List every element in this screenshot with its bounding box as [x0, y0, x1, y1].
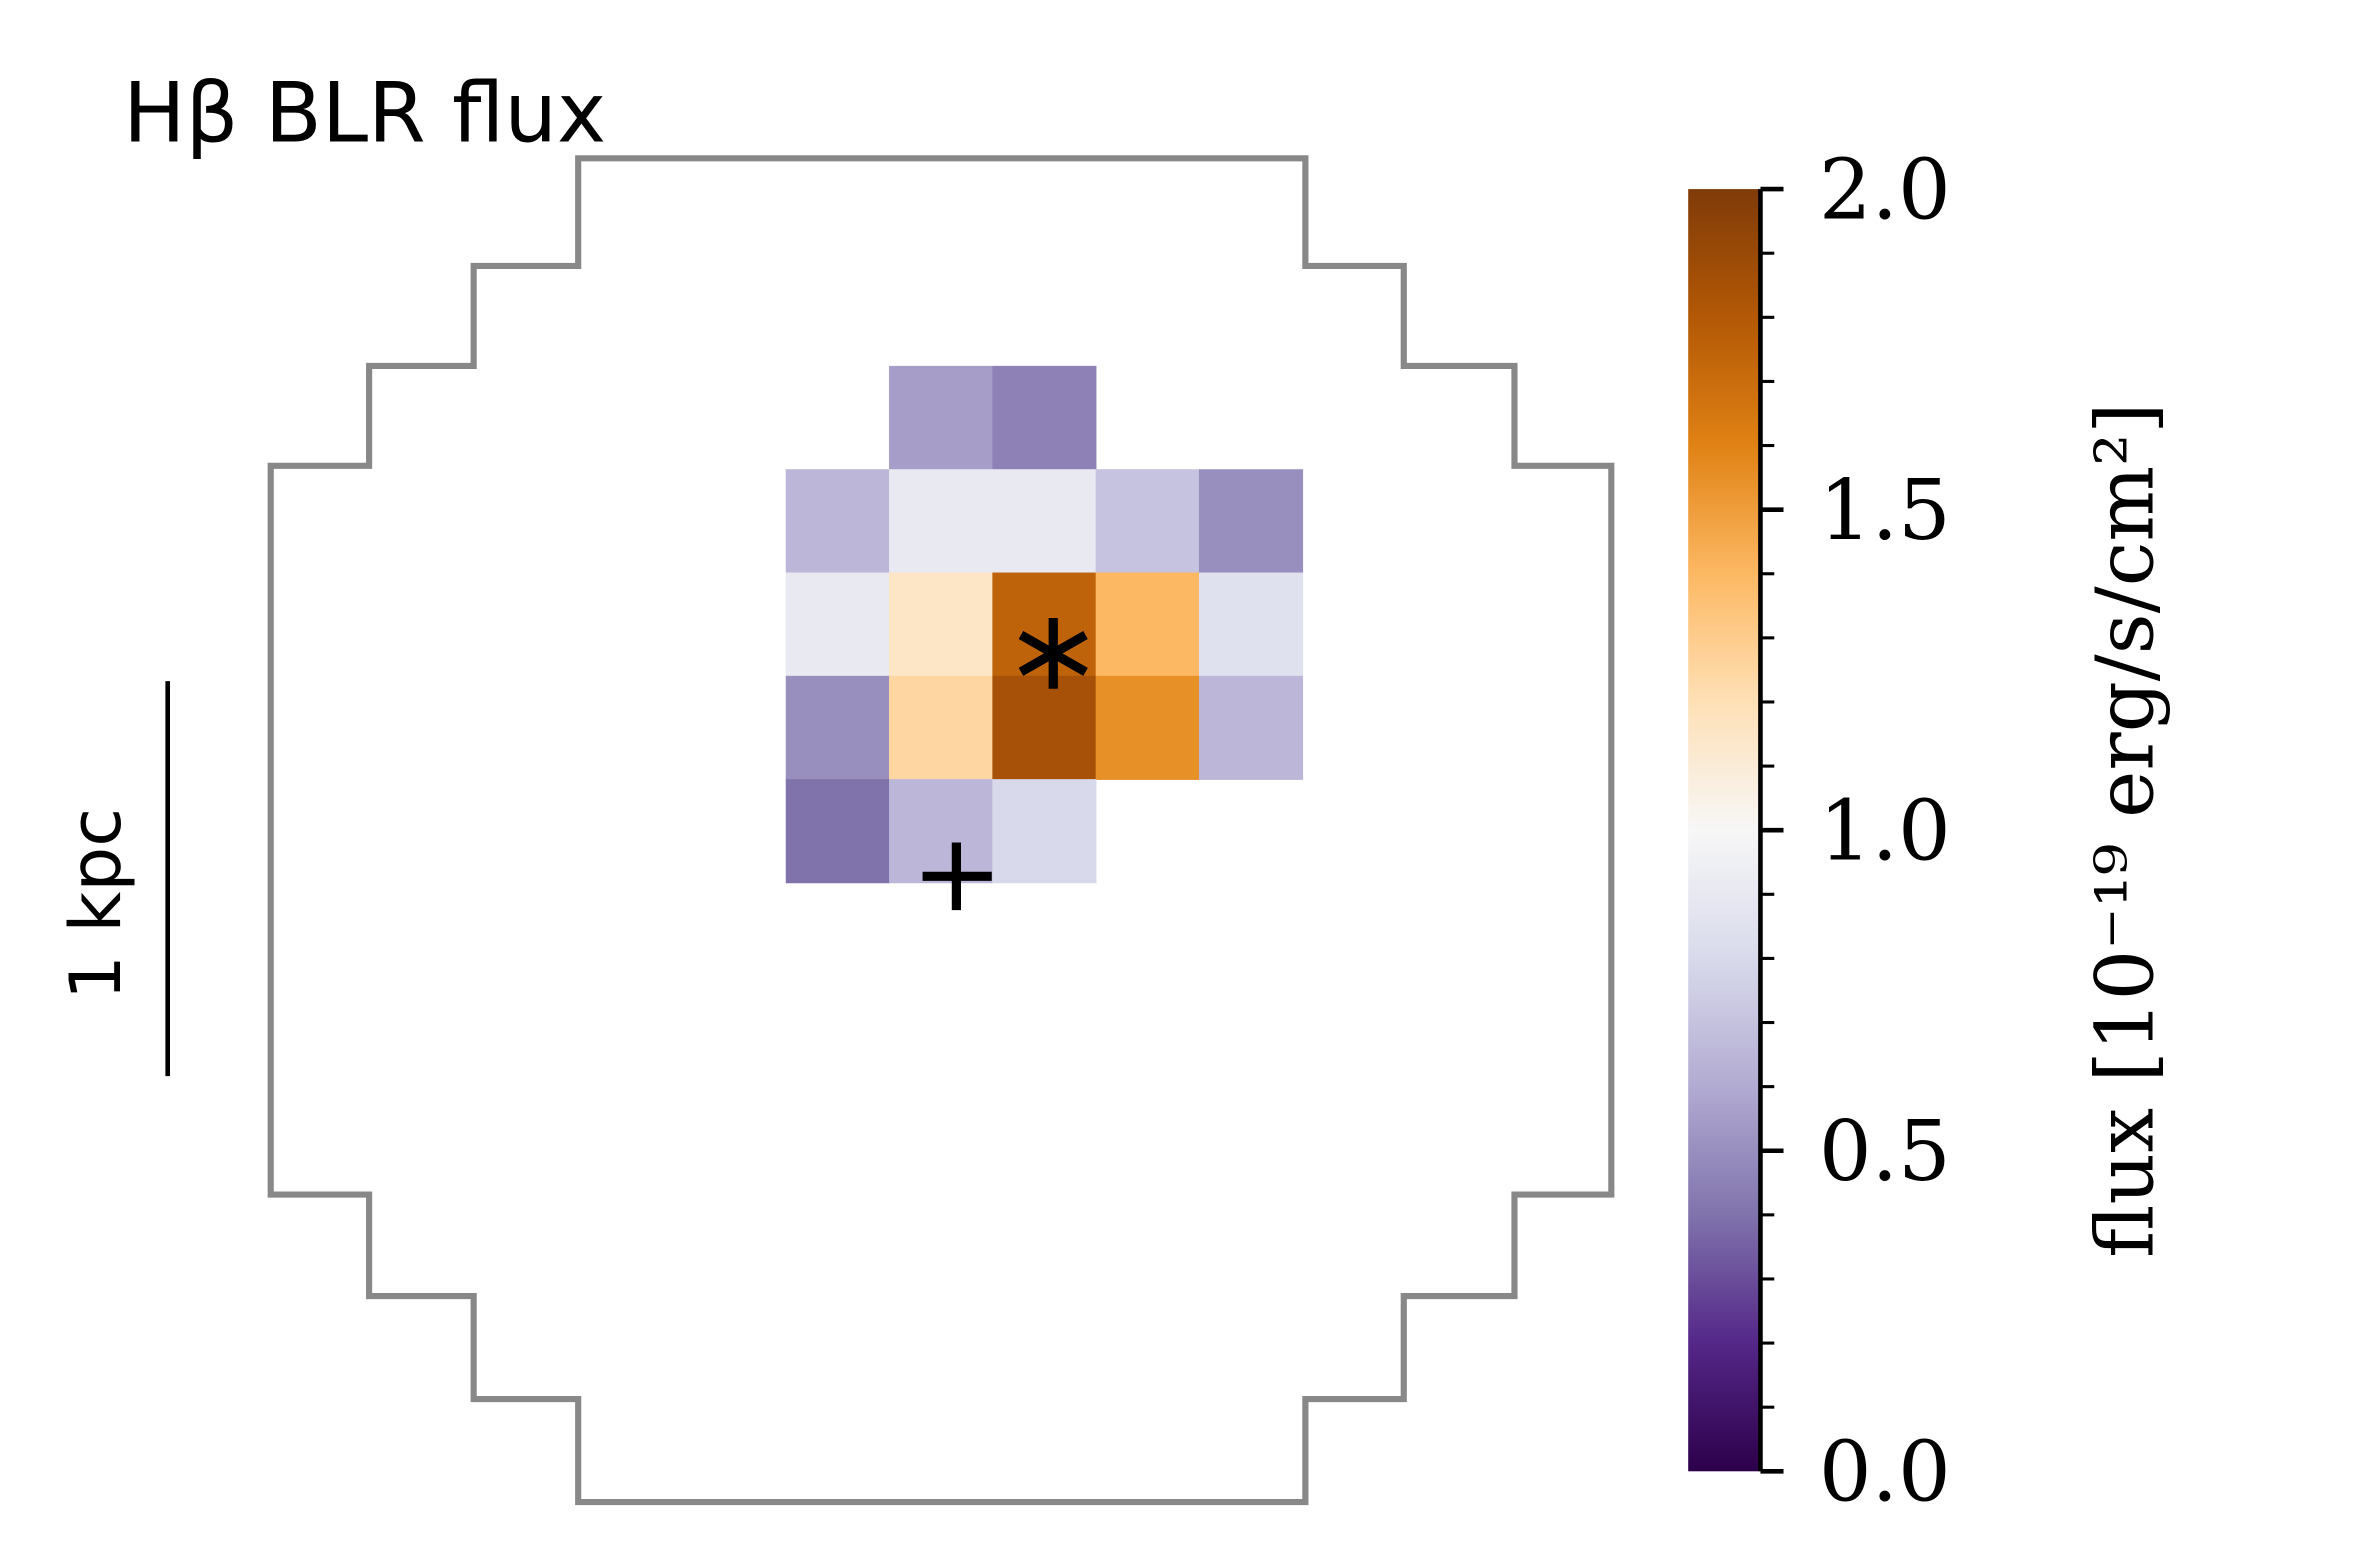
heatmap-cell — [1198, 572, 1304, 677]
colorbar-axis: 0.0 0.5 1.0 1.5 2.0 — [1758, 141, 1951, 1521]
heatmap-cell — [785, 572, 890, 677]
heatmap-cell — [889, 779, 994, 884]
colorbar-label: flux [10⁻¹⁹ erg/s/cm²] — [2078, 403, 2171, 1258]
heatmap — [785, 365, 1304, 884]
plus-marker — [922, 842, 992, 911]
heatmap-cell — [1095, 469, 1200, 574]
colorbar-tick-label: 1.0 — [1819, 782, 1951, 879]
heatmap-cell — [889, 365, 994, 470]
heatmap-cell — [1198, 675, 1304, 780]
chart-title: Hβ BLR flux — [123, 64, 606, 161]
colorbar-tick-label: 0.5 — [1819, 1103, 1951, 1200]
heatmap-cell — [992, 675, 1097, 780]
heatmap-cell — [1095, 675, 1200, 780]
colorbar-tick-label: 0.0 — [1819, 1424, 1951, 1521]
heatmap-cell — [992, 469, 1097, 574]
heatmap-cell — [889, 675, 994, 780]
heatmap-cell — [992, 779, 1097, 884]
heatmap-cell — [1095, 572, 1200, 677]
scale-label: 1 kpc — [54, 808, 137, 1000]
heatmap-cell — [1198, 469, 1304, 574]
heatmap-cell — [785, 675, 890, 780]
colorbar — [1688, 189, 1761, 1472]
field-outline — [267, 155, 1615, 1506]
star-marker — [1018, 618, 1088, 689]
heatmap-cell — [889, 572, 994, 677]
colorbar-tick-label: 1.5 — [1819, 462, 1951, 559]
heatmap-cell — [785, 779, 890, 884]
heatmap-cell — [889, 469, 994, 574]
colorbar-tick-label: 2.0 — [1819, 141, 1951, 238]
heatmap-cell — [785, 469, 890, 574]
heatmap-cell — [992, 365, 1097, 470]
